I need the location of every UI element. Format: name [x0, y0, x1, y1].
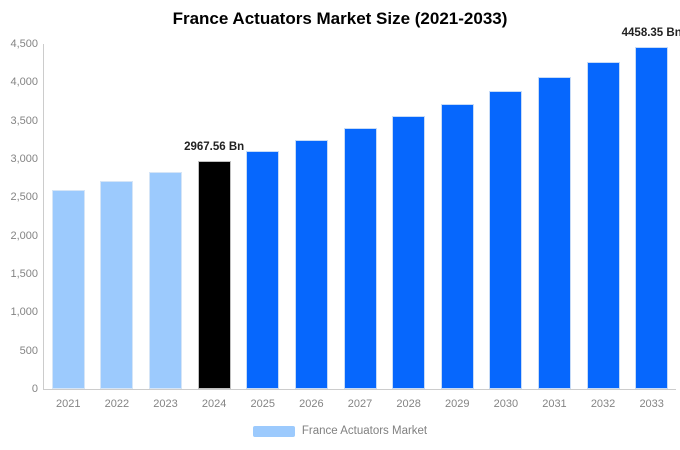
plot-area: [44, 44, 676, 389]
bar-value-label-2024: 2967.56 Bn: [184, 141, 245, 154]
bar-2024[interactable]: [197, 161, 231, 389]
x-tick-label: 2022: [104, 398, 130, 410]
x-tick-label: 2024: [201, 398, 227, 410]
y-tick-label: 4,000: [10, 76, 38, 89]
x-tick-label: 2027: [347, 398, 373, 410]
y-tick-label: 4,500: [10, 38, 38, 50]
bar-value-label-2033: 4458.35 Bn: [621, 27, 680, 40]
bar-2030[interactable]: [489, 90, 523, 389]
y-axis-line: [43, 44, 44, 389]
bar-2028[interactable]: [392, 116, 426, 389]
bar-2033[interactable]: [635, 47, 669, 389]
bar-2026[interactable]: [294, 139, 328, 389]
y-tick-label: 2,500: [10, 191, 38, 204]
x-tick-label: 2032: [590, 398, 616, 410]
legend-label: France Actuators Market: [301, 425, 428, 437]
y-tick-label: 3,000: [10, 153, 38, 165]
y-tick-label: 0: [31, 383, 38, 395]
x-axis-line: [43, 389, 676, 390]
x-tick-label: 2021: [56, 398, 81, 410]
y-tick-label: 2,000: [10, 229, 38, 242]
y-tick-label: 1,000: [10, 306, 38, 319]
bar-2031[interactable]: [537, 76, 571, 389]
bar-2025[interactable]: [246, 150, 280, 389]
x-tick-label: 2033: [639, 398, 664, 410]
x-tick-label: 2029: [444, 398, 470, 410]
x-tick-label: 2023: [153, 398, 178, 410]
bar-2021[interactable]: [51, 190, 85, 389]
y-tick-label: 1,500: [10, 268, 38, 280]
chart-title: France Actuators Market Size (2021-2033): [172, 9, 508, 28]
y-tick-label: 3,500: [10, 114, 38, 127]
x-tick-label: 2031: [542, 398, 567, 410]
y-tick-label: 500: [19, 344, 38, 357]
bar-2029[interactable]: [440, 103, 474, 389]
x-tick-label: 2028: [396, 398, 421, 410]
bar-2027[interactable]: [343, 128, 377, 389]
bar-2022[interactable]: [100, 181, 134, 389]
bar-2023[interactable]: [149, 171, 183, 389]
legend-swatch-icon: [252, 425, 295, 437]
legend: France Actuators Market: [0, 425, 680, 437]
bar-2032[interactable]: [586, 62, 620, 389]
x-tick-label: 2030: [493, 398, 519, 410]
x-tick-label: 2025: [250, 398, 275, 410]
x-tick-label: 2026: [299, 398, 324, 410]
